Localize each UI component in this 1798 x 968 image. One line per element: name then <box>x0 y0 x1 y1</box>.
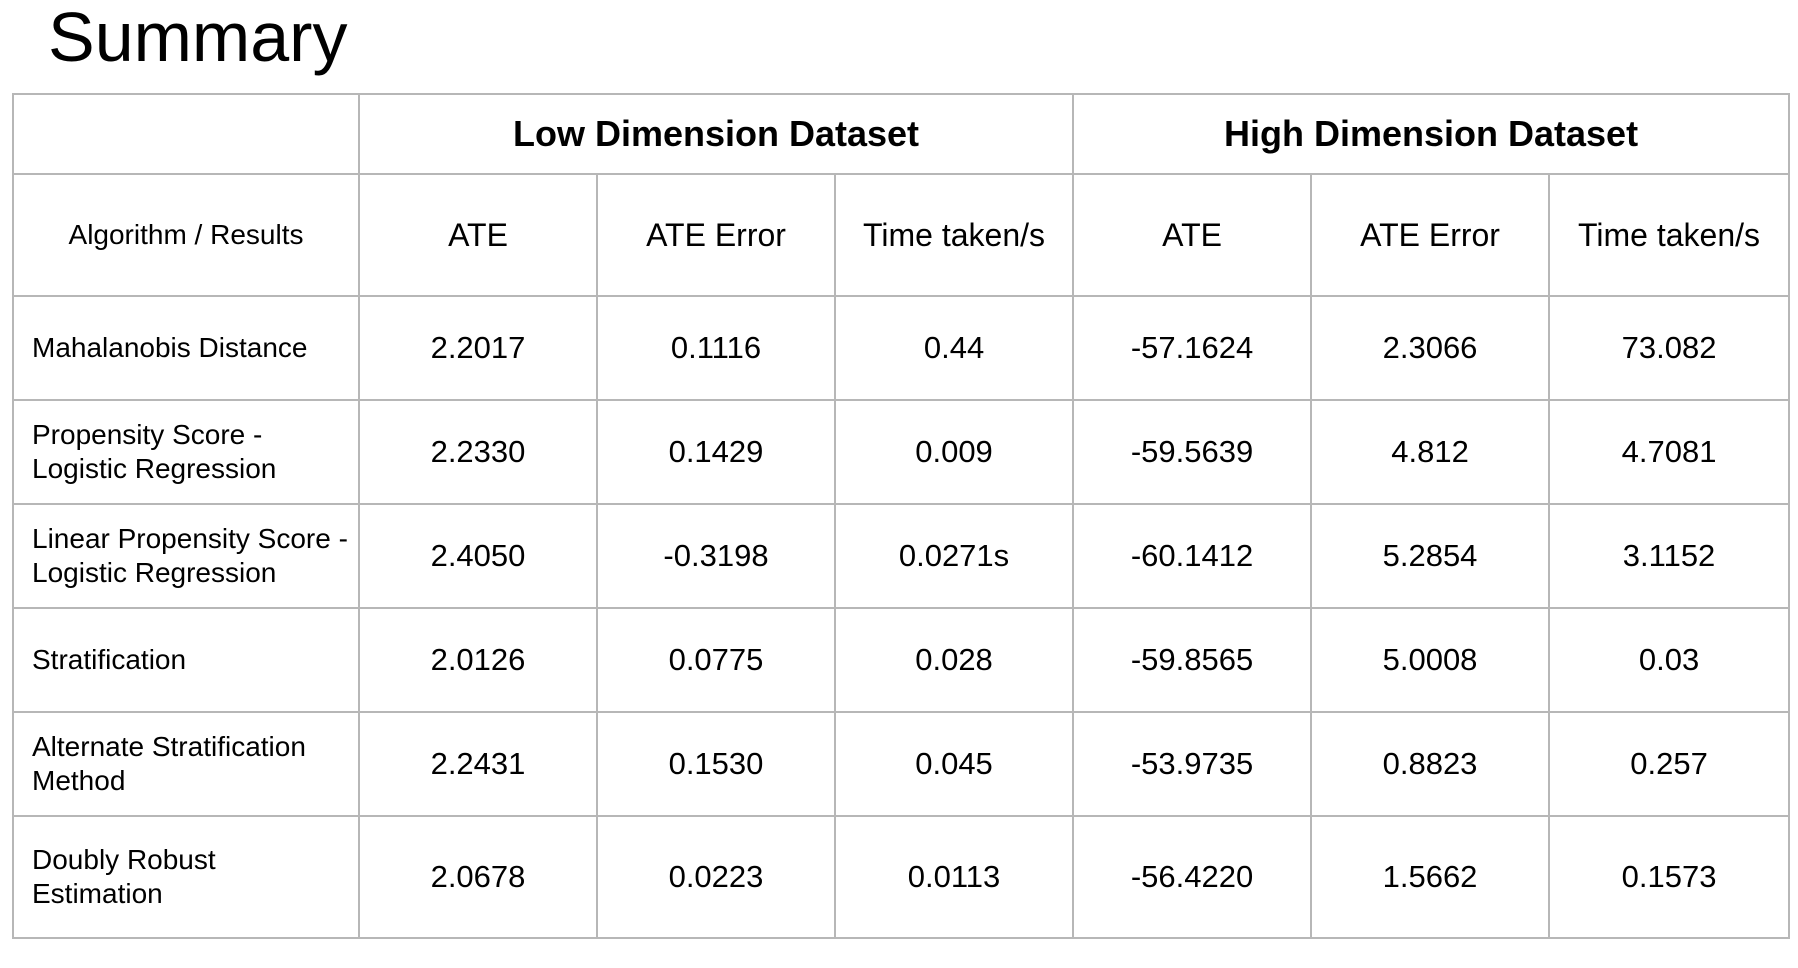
table-cell: 73.082 <box>1548 295 1791 401</box>
table-cell: -59.8565 <box>1072 607 1313 713</box>
algorithm-name: Alternate Stratification Method <box>12 711 360 817</box>
table-cell: 0.0775 <box>596 607 836 713</box>
algorithm-name: Doubly Robust Estimation <box>12 815 360 939</box>
column-header: Time taken/s <box>833 173 1075 297</box>
group-header-high-dimension: High Dimension Dataset <box>1072 93 1791 175</box>
table-cell: 0.1116 <box>596 295 836 401</box>
column-header: ATE <box>358 173 598 297</box>
table-cell: 0.257 <box>1548 711 1791 817</box>
column-header: ATE Error <box>596 173 836 297</box>
table-cell: -53.9735 <box>1072 711 1313 817</box>
table-row: Doubly Robust Estimation 2.0678 0.0223 0… <box>12 815 1791 939</box>
table-cell: 0.1573 <box>1548 815 1791 939</box>
summary-table: Low Dimension Dataset High Dimension Dat… <box>12 93 1791 939</box>
table-row: Propensity Score - Logistic Regression 2… <box>12 399 1791 505</box>
table-cell: -60.1412 <box>1072 503 1313 609</box>
table-cell: 0.0271s <box>833 503 1075 609</box>
table-row: Stratification 2.0126 0.0775 0.028 -59.8… <box>12 607 1791 713</box>
table-cell: 0.1429 <box>596 399 836 505</box>
table-cell: -59.5639 <box>1072 399 1313 505</box>
table-cell: 0.44 <box>833 295 1075 401</box>
table-cell: 0.0223 <box>596 815 836 939</box>
page-title: Summary <box>48 0 348 76</box>
table-cell: 0.009 <box>833 399 1075 505</box>
table-cell: 5.0008 <box>1310 607 1551 713</box>
table-cell: 0.1530 <box>596 711 836 817</box>
table-cell: 0.028 <box>833 607 1075 713</box>
row-header-label: Algorithm / Results <box>12 173 360 297</box>
algorithm-name: Propensity Score - Logistic Regression <box>12 399 360 505</box>
table-cell: -56.4220 <box>1072 815 1313 939</box>
table-cell: 3.1152 <box>1548 503 1791 609</box>
table-cell: 0.045 <box>833 711 1075 817</box>
column-header: Time taken/s <box>1548 173 1791 297</box>
table-cell: 2.4050 <box>358 503 598 609</box>
table-cell: 2.0126 <box>358 607 598 713</box>
table-cell: 2.0678 <box>358 815 598 939</box>
column-header: ATE <box>1072 173 1313 297</box>
table-cell: 2.2017 <box>358 295 598 401</box>
algorithm-name: Stratification <box>12 607 360 713</box>
table-cell: -0.3198 <box>596 503 836 609</box>
algorithm-name: Linear Propensity Score - Logistic Regre… <box>12 503 360 609</box>
table-cell: -57.1624 <box>1072 295 1313 401</box>
table-cell: 2.2330 <box>358 399 598 505</box>
table-cell: 4.812 <box>1310 399 1551 505</box>
group-header-low-dimension: Low Dimension Dataset <box>357 93 1075 175</box>
algorithm-name: Mahalanobis Distance <box>12 295 360 401</box>
group-header-row: Low Dimension Dataset High Dimension Dat… <box>12 93 1791 175</box>
table-row: Mahalanobis Distance 2.2017 0.1116 0.44 … <box>12 295 1791 401</box>
table-cell: 1.5662 <box>1310 815 1551 939</box>
table-cell: 0.03 <box>1548 607 1791 713</box>
column-header-row: Algorithm / Results ATE ATE Error Time t… <box>12 173 1791 297</box>
table-row: Linear Propensity Score - Logistic Regre… <box>12 503 1791 609</box>
table-cell: 0.0113 <box>833 815 1075 939</box>
table-cell: 4.7081 <box>1548 399 1791 505</box>
table-cell: 2.2431 <box>358 711 598 817</box>
corner-cell <box>12 93 360 175</box>
table-cell: 5.2854 <box>1310 503 1551 609</box>
table-cell: 2.3066 <box>1310 295 1551 401</box>
table-cell: 0.8823 <box>1310 711 1551 817</box>
column-header: ATE Error <box>1310 173 1551 297</box>
table-row: Alternate Stratification Method 2.2431 0… <box>12 711 1791 817</box>
